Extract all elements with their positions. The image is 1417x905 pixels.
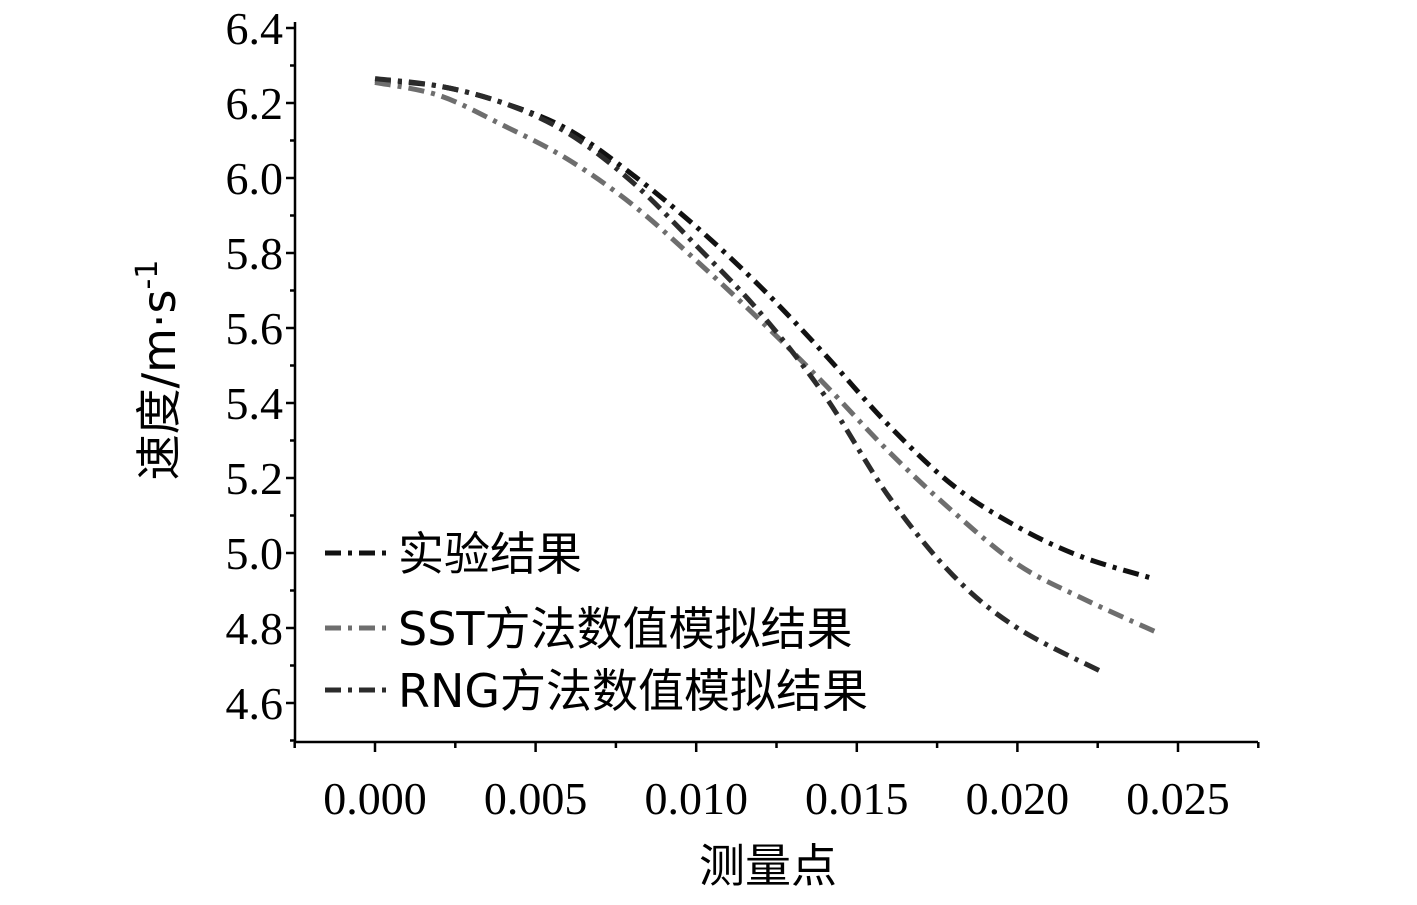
series-line-2: [374, 79, 1157, 635]
x-tick-label: 0.005: [484, 773, 588, 824]
y-tick-label: 5.2: [226, 453, 284, 504]
y-ticks: 4.6 4.8 5.0 5.2 5.4 5.6 5.8 6.0 6.2 6.4: [226, 3, 295, 742]
y-tick-label: 6.0: [226, 153, 284, 204]
series-group: [374, 76, 1157, 676]
legend-label-2: SST方法数值模拟结果: [398, 602, 853, 656]
y-axis-label-sup: -1: [130, 260, 165, 290]
series-line-1: [374, 78, 1157, 582]
x-tick-label: 0.020: [966, 773, 1070, 824]
y-tick-label: 5.6: [226, 303, 284, 354]
y-tick-label: 5.0: [226, 528, 284, 579]
y-axis-title: 速度/m·s-1: [130, 260, 186, 481]
x-axis-label: 测量点: [699, 839, 837, 893]
y-tick-label: 6.4: [226, 3, 284, 54]
y-tick-label: 4.6: [226, 678, 284, 729]
legend-label-3: RNG方法数值模拟结果: [398, 664, 868, 718]
x-tick-label: 0.010: [644, 773, 748, 824]
legend: 实验结果 SST方法数值模拟结果 RNG方法数值模拟结果: [325, 527, 868, 718]
y-tick-label: 4.8: [226, 603, 284, 654]
x-tick-label: 0.025: [1126, 773, 1230, 824]
y-axis-label: 速度/m·s-1: [130, 260, 186, 481]
series-line-3: [374, 76, 1106, 676]
y-tick-label: 5.4: [226, 378, 284, 429]
x-tick-label: 0.015: [805, 773, 909, 824]
y-axis-label-main: 速度/m·s: [132, 290, 186, 481]
x-ticks: 0.000 0.005 0.010 0.015 0.020 0.025: [293, 742, 1260, 824]
y-tick-label: 6.2: [226, 78, 284, 129]
x-tick-label: 0.000: [323, 773, 427, 824]
legend-label-1: 实验结果: [398, 527, 582, 581]
y-tick-label: 5.8: [226, 228, 284, 279]
